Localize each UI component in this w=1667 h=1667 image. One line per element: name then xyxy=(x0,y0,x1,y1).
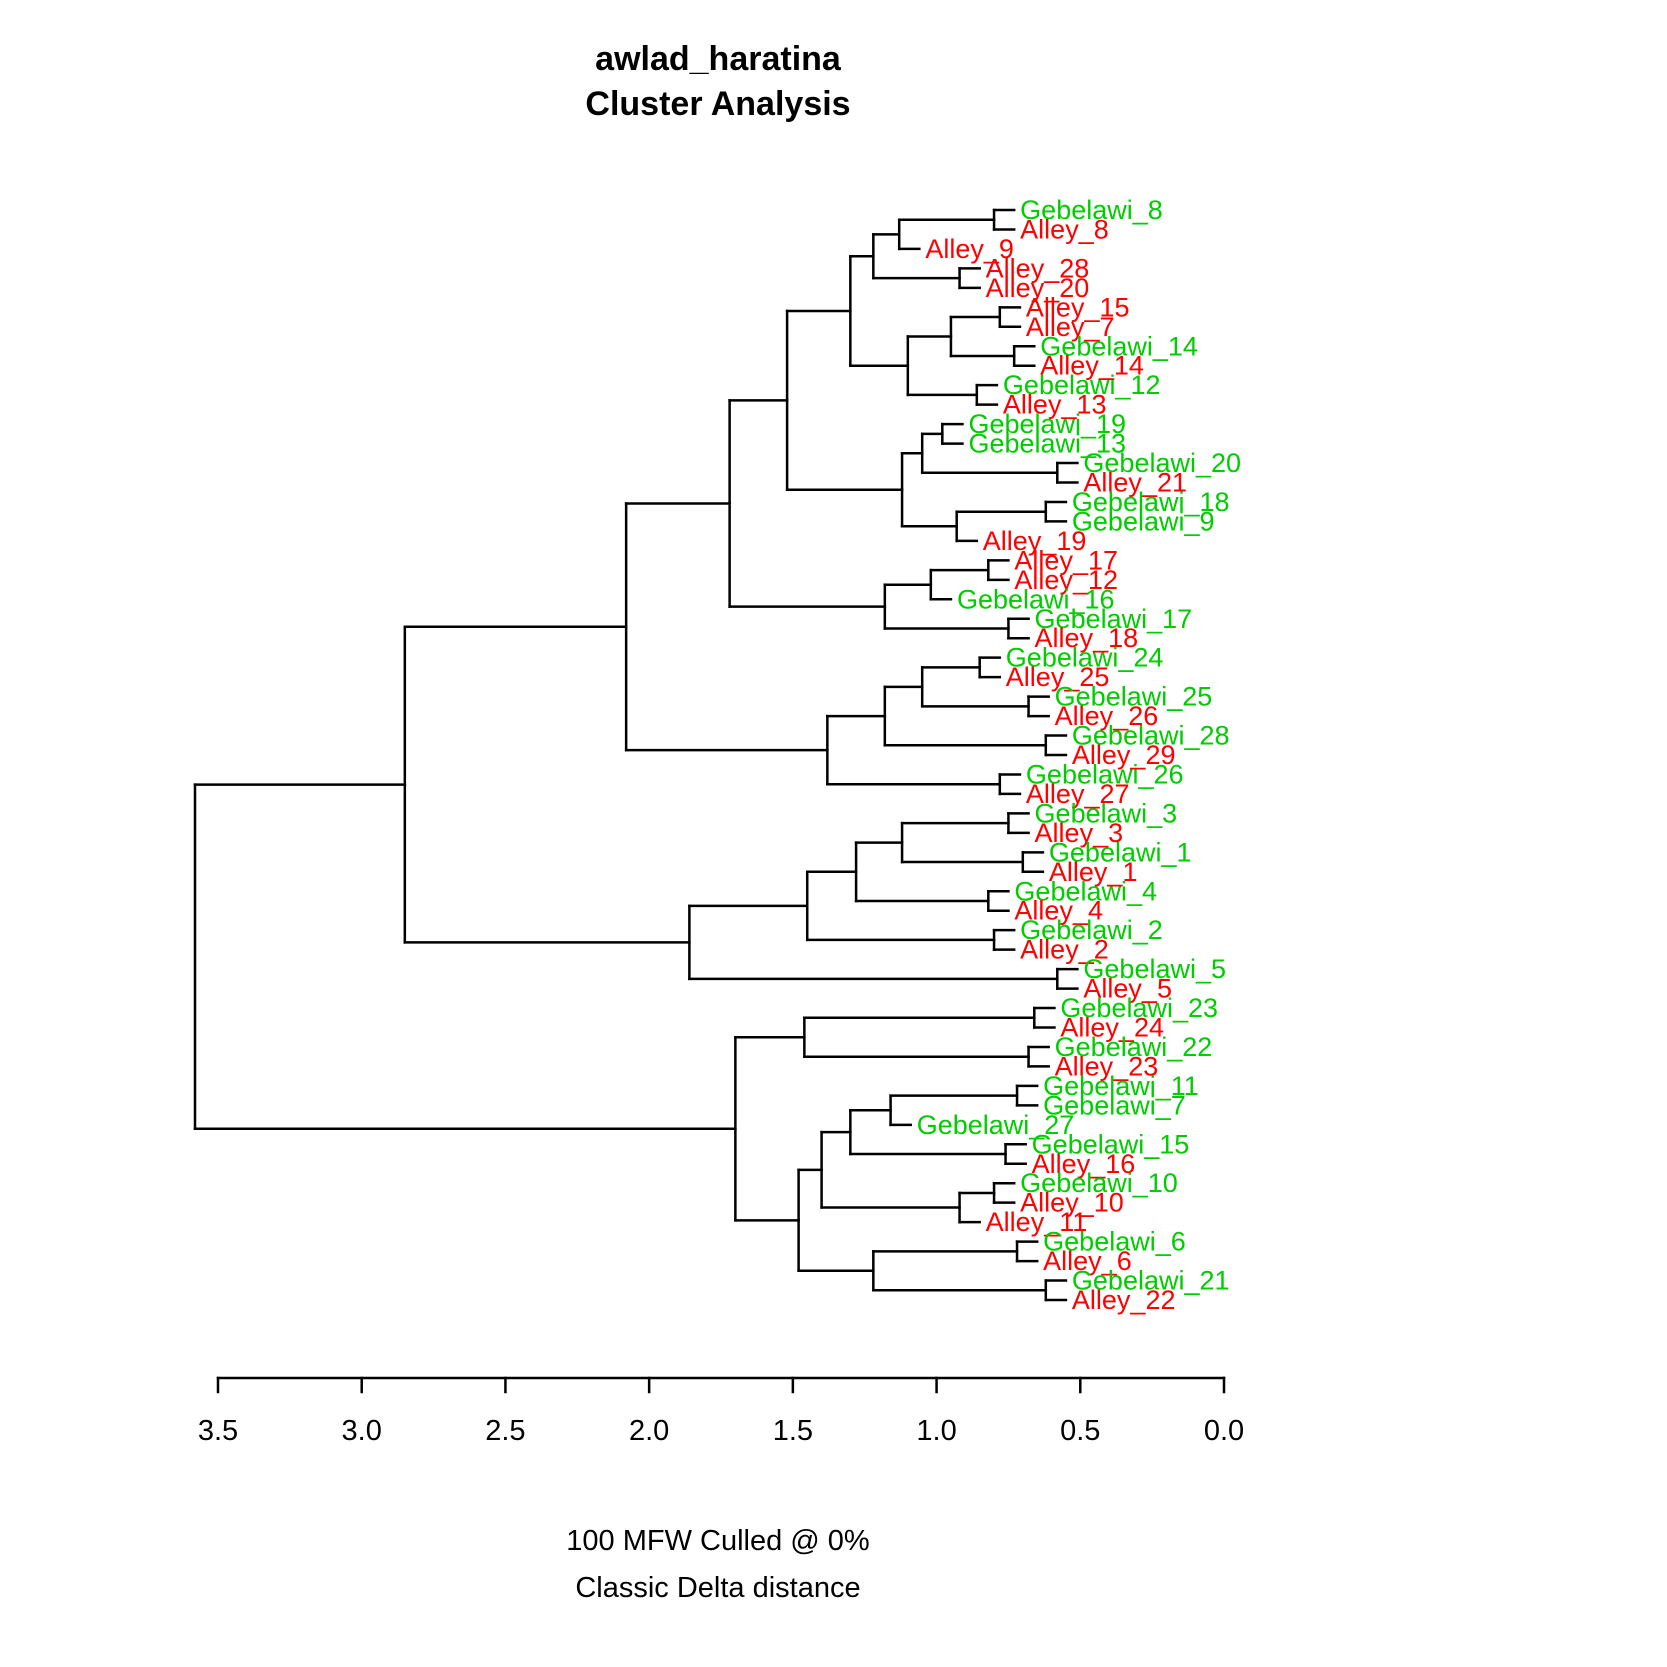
leaf-label-Gebelawi_26: Gebelawi_26 xyxy=(1026,759,1184,789)
leaf-label-Gebelawi_28: Gebelawi_28 xyxy=(1072,721,1230,751)
leaf-label-Alley_25: Alley_25 xyxy=(1006,662,1110,692)
leaf-label-Alley_28: Alley_28 xyxy=(986,253,1090,283)
x-axis-tick-label: 2.0 xyxy=(629,1415,669,1447)
leaf-label-Gebelawi_27: Gebelawi_27 xyxy=(917,1110,1075,1140)
leaf-label-Gebelawi_1: Gebelawi_1 xyxy=(1049,837,1192,867)
x-axis: 3.5 3.0 2.5 2.0 1.5 1.0 0.5 0.0 xyxy=(198,1376,1244,1447)
leaf-label-Alley_19: Alley_19 xyxy=(983,526,1087,556)
leaf-label-Alley_12: Alley_12 xyxy=(1014,565,1118,595)
leaf-label-Alley_29: Alley_29 xyxy=(1072,740,1176,770)
leaf-label-Gebelawi_4: Gebelawi_4 xyxy=(1014,876,1157,906)
leaf-label-Alley_1: Alley_1 xyxy=(1049,857,1138,887)
leaf-label-Gebelawi_17: Gebelawi_17 xyxy=(1035,604,1193,634)
leaf-label-Alley_24: Alley_24 xyxy=(1060,1013,1164,1043)
leaf-label-Gebelawi_19: Gebelawi_19 xyxy=(968,409,1126,439)
leaf-label-Gebelawi_7: Gebelawi_7 xyxy=(1043,1090,1186,1120)
leaf-label-Alley_2: Alley_2 xyxy=(1020,935,1109,965)
leaf-label-Alley_26: Alley_26 xyxy=(1055,701,1159,731)
plot-title: awlad_haratina xyxy=(595,40,842,78)
leaf-label-Gebelawi_21: Gebelawi_21 xyxy=(1072,1266,1230,1296)
dendrogram-tree: Gebelawi_8Alley_8Alley_9Alley_28Alley_20… xyxy=(193,195,1241,1315)
leaf-label-Alley_9: Alley_9 xyxy=(925,234,1014,264)
leaf-label-Alley_23: Alley_23 xyxy=(1055,1051,1159,1081)
leaf-label-Alley_7: Alley_7 xyxy=(1026,312,1115,342)
leaf-label-Alley_5: Alley_5 xyxy=(1083,974,1172,1004)
x-axis-tick-label: 1.5 xyxy=(773,1415,813,1447)
x-axis-tick-label: 3.5 xyxy=(198,1415,238,1447)
leaf-label-Gebelawi_10: Gebelawi_10 xyxy=(1020,1168,1178,1198)
leaf-label-Gebelawi_6: Gebelawi_6 xyxy=(1043,1227,1186,1257)
x-axis-tick-label: 3.0 xyxy=(342,1415,382,1447)
leaf-label-Gebelawi_20: Gebelawi_20 xyxy=(1083,448,1241,478)
leaf-label-Gebelawi_22: Gebelawi_22 xyxy=(1055,1032,1213,1062)
leaf-label-Alley_27: Alley_27 xyxy=(1026,779,1130,809)
plot-subtitle: Cluster Analysis xyxy=(585,85,850,123)
leaf-label-Gebelawi_5: Gebelawi_5 xyxy=(1083,954,1226,984)
leaf-label-Alley_6: Alley_6 xyxy=(1043,1246,1132,1276)
leaf-label-Gebelawi_12: Gebelawi_12 xyxy=(1003,370,1161,400)
leaf-label-Gebelawi_16: Gebelawi_16 xyxy=(957,584,1115,614)
leaf-label-Alley_18: Alley_18 xyxy=(1035,623,1139,653)
leaf-label-Alley_8: Alley_8 xyxy=(1020,214,1109,244)
x-axis-tick-label: 1.0 xyxy=(916,1415,956,1447)
leaf-label-Gebelawi_11: Gebelawi_11 xyxy=(1043,1071,1199,1101)
leaf-label-Gebelawi_15: Gebelawi_15 xyxy=(1032,1129,1190,1159)
leaf-label-Gebelawi_24: Gebelawi_24 xyxy=(1006,643,1164,673)
x-axis-tick-label: 0.5 xyxy=(1060,1415,1100,1447)
leaf-label-Alley_20: Alley_20 xyxy=(986,273,1090,303)
leaf-label-Gebelawi_2: Gebelawi_2 xyxy=(1020,915,1163,945)
leaf-label-Gebelawi_25: Gebelawi_25 xyxy=(1055,682,1213,712)
leaf-label-Alley_14: Alley_14 xyxy=(1040,351,1144,381)
leaf-label-Alley_4: Alley_4 xyxy=(1014,896,1103,926)
axis-caption-line2: Classic Delta distance xyxy=(575,1572,860,1604)
leaf-label-Gebelawi_23: Gebelawi_23 xyxy=(1060,993,1218,1023)
x-axis-tick-label: 2.5 xyxy=(485,1415,525,1447)
leaf-label-Alley_10: Alley_10 xyxy=(1020,1188,1124,1218)
leaf-label-Alley_17: Alley_17 xyxy=(1014,545,1118,575)
leaf-label-Alley_13: Alley_13 xyxy=(1003,390,1107,420)
x-axis-tick-label: 0.0 xyxy=(1204,1415,1244,1447)
leaf-label-Alley_21: Alley_21 xyxy=(1083,468,1187,498)
leaf-label-Alley_22: Alley_22 xyxy=(1072,1285,1176,1315)
leaf-label-Alley_3: Alley_3 xyxy=(1035,818,1124,848)
leaf-label-Alley_11: Alley_11 xyxy=(986,1207,1088,1237)
leaf-label-Alley_16: Alley_16 xyxy=(1032,1149,1136,1179)
leaf-label-Gebelawi_3: Gebelawi_3 xyxy=(1035,798,1178,828)
leaf-label-Gebelawi_18: Gebelawi_18 xyxy=(1072,487,1230,517)
leaf-label-Alley_15: Alley_15 xyxy=(1026,292,1130,322)
leaf-label-Gebelawi_8: Gebelawi_8 xyxy=(1020,195,1163,225)
leaf-label-Gebelawi_9: Gebelawi_9 xyxy=(1072,506,1215,536)
leaf-label-Gebelawi_14: Gebelawi_14 xyxy=(1040,331,1198,361)
leaf-label-Gebelawi_13: Gebelawi_13 xyxy=(968,429,1126,459)
axis-caption-line1: 100 MFW Culled @ 0% xyxy=(566,1525,869,1557)
